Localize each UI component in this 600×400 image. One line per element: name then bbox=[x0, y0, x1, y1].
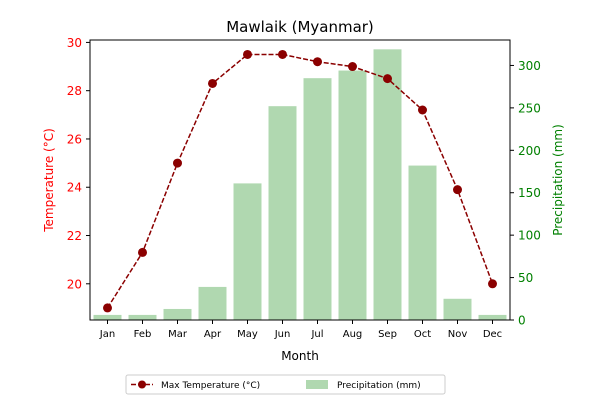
x-tick-label: Sep bbox=[378, 329, 397, 340]
legend: Max Temperature (°C) Precipitation (mm) bbox=[125, 374, 446, 395]
temp-point-jul bbox=[313, 57, 322, 67]
right-tick-label: 50 bbox=[518, 271, 533, 285]
temperature-line bbox=[103, 49, 497, 313]
temp-point-jan bbox=[103, 303, 112, 313]
precip-bar-jun bbox=[268, 106, 297, 320]
left-tick-label: 28 bbox=[67, 84, 82, 98]
x-tick-label: Oct bbox=[414, 329, 431, 340]
temperature-polyline bbox=[106, 53, 494, 309]
x-tick-label: Jan bbox=[99, 329, 115, 340]
precip-bar-may bbox=[233, 183, 262, 320]
precipitation-bars bbox=[93, 49, 507, 320]
legend-marker-swatch bbox=[138, 380, 146, 389]
right-tick-label: 100 bbox=[518, 229, 541, 243]
x-tick-label: Feb bbox=[134, 329, 152, 340]
temp-point-dec bbox=[488, 279, 497, 289]
x-axis-label: Month bbox=[281, 349, 319, 363]
temp-point-oct bbox=[418, 105, 427, 115]
legend-frame bbox=[125, 374, 446, 395]
right-tick-label: 150 bbox=[518, 186, 541, 200]
precip-bar-dec bbox=[478, 314, 507, 320]
left-tick-label: 20 bbox=[67, 277, 82, 291]
right-axis-ticks: 0 50 100 150 200 250 300 bbox=[510, 59, 541, 328]
precip-bar-mar bbox=[163, 308, 192, 320]
temp-point-sep bbox=[383, 74, 392, 84]
legend-label-temperature: Max Temperature (°C) bbox=[161, 381, 260, 391]
precip-bar-jan bbox=[93, 314, 122, 320]
x-tick-label: Mar bbox=[168, 329, 188, 340]
precip-bar-apr bbox=[198, 286, 227, 320]
right-axis-label: Precipitation (mm) bbox=[551, 124, 565, 236]
right-tick-label: 300 bbox=[518, 59, 541, 73]
x-tick-label: Nov bbox=[448, 329, 468, 340]
right-tick-label: 250 bbox=[518, 101, 541, 115]
right-tick-label: 200 bbox=[518, 144, 541, 158]
left-tick-label: 24 bbox=[67, 181, 82, 195]
plot-frame bbox=[89, 39, 511, 321]
precip-bar-aug bbox=[338, 70, 367, 320]
x-tick-label: Aug bbox=[343, 329, 363, 340]
precip-bar-nov bbox=[443, 298, 472, 320]
x-tick-label: Jul bbox=[310, 329, 323, 340]
right-tick-label: 0 bbox=[518, 314, 526, 328]
x-tick-label: May bbox=[237, 329, 258, 340]
x-axis-ticks: Jan Feb Mar Apr May Jun Jul Aug Sep Oct Nov Dec bbox=[99, 320, 502, 340]
temp-point-nov bbox=[453, 185, 462, 195]
left-tick-label: 26 bbox=[67, 132, 82, 146]
temp-point-mar bbox=[173, 158, 182, 168]
left-tick-label: 30 bbox=[67, 36, 82, 50]
temp-point-jun bbox=[278, 49, 287, 59]
left-axis-ticks: 20 22 24 26 28 30 bbox=[67, 36, 90, 291]
x-tick-label: Jun bbox=[274, 329, 291, 340]
precip-bar-jul bbox=[303, 78, 332, 320]
precip-bar-feb bbox=[128, 314, 157, 320]
x-tick-label: Apr bbox=[204, 329, 222, 340]
chart-title: Mawlaik (Myanmar) bbox=[226, 18, 374, 36]
legend-label-precipitation: Precipitation (mm) bbox=[337, 381, 421, 391]
left-axis-label: Temperature (°C) bbox=[42, 128, 56, 233]
temp-point-aug bbox=[348, 62, 357, 72]
x-tick-label: Dec bbox=[483, 329, 502, 340]
legend-bar-swatch bbox=[306, 380, 328, 389]
precip-bar-sep bbox=[373, 49, 402, 320]
temp-point-feb bbox=[138, 247, 147, 257]
temp-point-apr bbox=[208, 78, 217, 88]
precip-bar-oct bbox=[408, 165, 437, 320]
temp-point-may bbox=[243, 49, 252, 59]
left-tick-label: 22 bbox=[67, 229, 82, 243]
